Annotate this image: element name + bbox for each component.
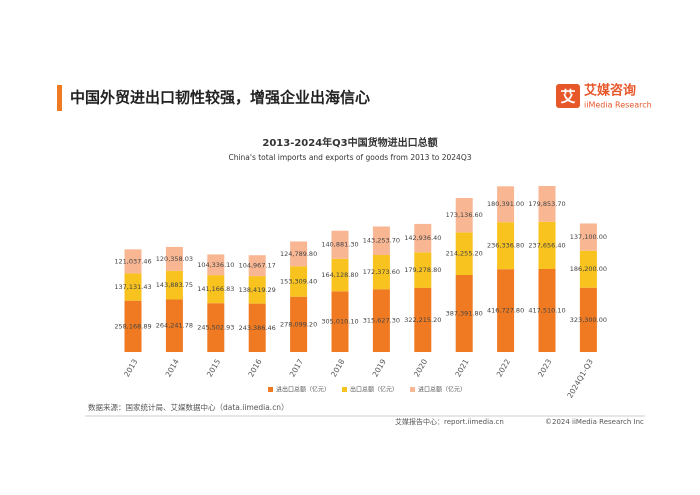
value-label: 186,200.00: [570, 265, 607, 273]
bar-segment: [414, 252, 432, 288]
value-label: 387,391.80: [446, 309, 483, 317]
legend-swatch: [268, 387, 273, 392]
legend-label: 出口总额（亿元）: [350, 386, 398, 394]
value-label: 121,037.46: [114, 257, 151, 265]
bar-segment: [290, 241, 308, 267]
value-label: 243,386.46: [239, 324, 276, 332]
bar-segment: [165, 270, 183, 300]
bar-segment: [372, 254, 390, 290]
bar-segment: [579, 250, 597, 288]
value-label: 305,010.10: [321, 318, 358, 326]
legend-label: 进口总额（亿元）: [418, 386, 466, 394]
bar-segment: [331, 291, 349, 352]
bar-segment: [124, 249, 142, 274]
value-label: 417,510.10: [528, 307, 565, 315]
copyright: ©2024 iiMedia Research Inc: [545, 418, 644, 426]
value-label: 104,336.10: [197, 261, 234, 269]
bar-segment: [414, 287, 432, 352]
value-label: 153,309.40: [280, 277, 317, 285]
value-label: 173,136.60: [446, 211, 483, 219]
bar-segment: [538, 221, 556, 269]
bar-segment: [165, 299, 183, 352]
value-label: 264,241.78: [156, 322, 193, 330]
bar-segment: [331, 230, 349, 259]
value-label: 143,253.70: [363, 237, 400, 245]
value-label: 236,336.80: [487, 242, 524, 250]
bar-segment: [290, 266, 308, 297]
bar-segment: [207, 303, 225, 352]
title-accent: [57, 85, 62, 111]
logo-sub: iiMedia Research: [584, 101, 652, 110]
bar-segment: [455, 274, 473, 352]
value-label: 179,853.70: [528, 200, 565, 208]
bar-segment: [372, 289, 390, 352]
page-title: 中国外贸进出口韧性较强，增强企业出海信心: [70, 89, 370, 107]
value-label: 179,278.80: [404, 266, 441, 274]
value-label: 322,215.20: [404, 316, 441, 324]
value-label: 143,883.75: [156, 281, 193, 289]
bar-segment: [124, 273, 142, 301]
chart-title: 2013-2024年Q3中国货物进出口总额: [262, 136, 437, 149]
logo-name: 艾媒咨询: [584, 83, 636, 99]
bar-segment: [290, 296, 308, 352]
value-label: 323,300.00: [570, 316, 607, 324]
value-label: 142,936.40: [404, 234, 441, 242]
value-label: 104,967.17: [239, 262, 276, 270]
bar-segment: [331, 258, 349, 292]
value-label: 245,502.93: [197, 324, 234, 332]
value-label: 416,727.80: [487, 307, 524, 315]
value-label: 258,168.89: [114, 322, 151, 330]
value-label: 180,391.00: [487, 200, 524, 208]
bar-segment: [248, 303, 266, 352]
value-label: 164,128.80: [321, 271, 358, 279]
bar-segment: [497, 222, 515, 270]
bar-segment: [455, 197, 473, 233]
bar-segment: [455, 232, 473, 275]
logo-icon-bg: [556, 84, 580, 108]
value-label: 237,656.40: [528, 241, 565, 249]
bar-segment: [497, 186, 515, 223]
logo-icon: 艾: [560, 88, 575, 106]
value-label: 214,255.20: [446, 250, 483, 258]
legend-swatch: [342, 387, 348, 392]
value-label: 124,789.80: [280, 250, 317, 258]
report-center: 艾媒报告中心：report.iimedia.cn: [395, 417, 504, 426]
bar-segment: [579, 287, 597, 352]
bar-segment: [248, 255, 266, 277]
bar-segment: [579, 223, 597, 251]
value-label: 137,131.43: [114, 283, 151, 291]
value-label: 138,419.29: [239, 286, 276, 294]
bar-segment: [248, 276, 266, 304]
bar-segment: [372, 226, 390, 255]
value-label: 141,166.83: [197, 285, 234, 293]
value-label: 120,358.03: [156, 255, 193, 263]
value-label: 172,373.60: [363, 268, 400, 276]
legend-swatch: [410, 387, 416, 392]
value-label: 278,099.20: [280, 320, 317, 328]
value-label: 315,627.30: [363, 317, 400, 325]
value-label: 137,100.00: [570, 233, 607, 241]
bar-segment: [207, 254, 225, 276]
value-label: 140,881.30: [321, 241, 358, 249]
bar-segment: [207, 275, 225, 304]
bar-segment: [165, 246, 183, 271]
source: 数据来源：国家统计局、艾媒数据中心（data.iimedia.cn）: [88, 402, 289, 412]
legend-label: 进出口总额（亿元）: [276, 386, 330, 394]
bar-segment: [124, 300, 142, 352]
chart-subtitle: China's total imports and exports of goo…: [228, 153, 471, 162]
bar-segment: [414, 223, 432, 253]
bar-segment: [538, 269, 556, 352]
bar-segment: [497, 269, 515, 352]
bar-segment: [538, 186, 556, 222]
